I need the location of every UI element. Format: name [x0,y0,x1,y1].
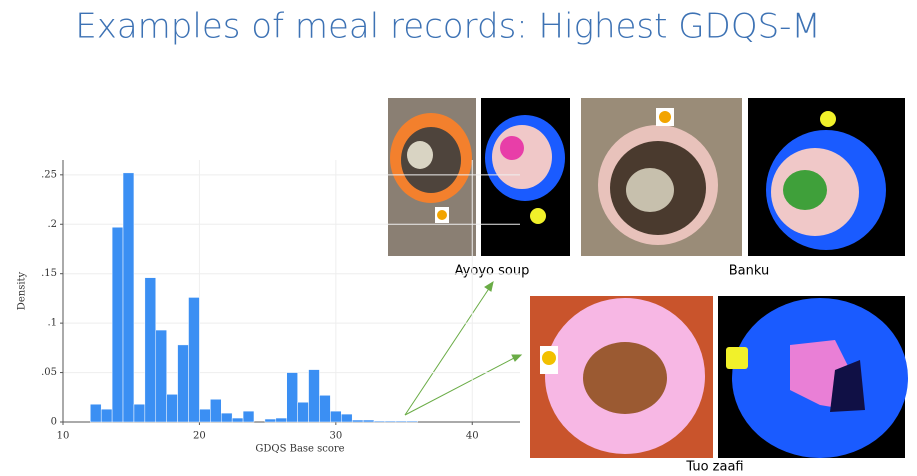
photo-caption: Tuo zaafi [685,460,743,475]
photo-caption: Ayoyo soup [455,264,530,279]
bar [395,420,408,423]
segmentation-ayoyo [481,98,570,256]
y-axis-label: Density [17,271,28,310]
segmentation-tuo-zaafi [718,296,908,458]
bar [351,419,364,423]
bar [373,420,386,423]
photo-caption: Banku [729,264,770,279]
bar [341,413,353,423]
bar [188,297,200,423]
y-tick-label: .25 [41,169,57,180]
segmentation-banku [748,98,905,256]
bar [308,369,320,423]
photo-tuo-zaafi [530,296,713,458]
bar [231,417,244,423]
bar [111,226,124,423]
bar [199,408,211,423]
bar [275,417,287,423]
slide-title: Examples of meal records: Highest GDQS-M [75,7,821,47]
photo-ayoyo [388,98,476,256]
x-tick-label: 20 [193,431,206,442]
bar [166,394,178,423]
bar [264,418,277,423]
bar [210,399,222,423]
arrows [404,280,523,416]
x-axis-label: GDQS Base score [255,444,344,455]
bar [330,410,342,423]
bar [122,172,135,423]
bar [155,329,167,423]
bar [144,277,157,423]
bar [319,395,331,423]
y-tick-label: .1 [47,318,57,329]
bar [362,419,375,423]
bar [406,420,418,423]
bar [100,408,113,423]
photo-banku [581,98,742,256]
bar [90,403,102,423]
y-tick-label: .05 [41,367,57,378]
bar [220,412,233,423]
y-tick-label: .2 [47,219,57,230]
bar [242,410,255,423]
y-tick-label: .15 [41,268,57,279]
bar [384,420,397,423]
bar [177,344,189,423]
x-tick-label: 30 [329,431,342,442]
y-tick-label: 0 [51,417,57,428]
bar [286,372,298,423]
x-tick-label: 10 [57,431,70,442]
x-tick-label: 40 [466,431,479,442]
bar [297,401,309,423]
bar [133,403,146,423]
